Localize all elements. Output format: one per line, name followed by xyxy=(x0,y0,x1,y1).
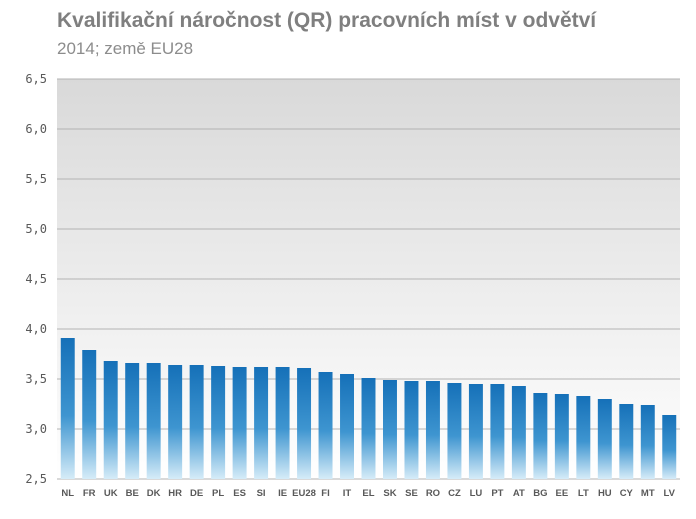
x-tick-label: PT xyxy=(491,488,503,499)
bar-fr xyxy=(82,350,97,479)
bar-dk xyxy=(146,363,161,479)
x-tick-label: MT xyxy=(641,488,655,499)
x-tick-label: EL xyxy=(362,488,374,499)
bar-be xyxy=(125,363,140,479)
x-tick-label: LV xyxy=(664,488,676,499)
bar-hr xyxy=(168,365,183,479)
x-tick-label: SI xyxy=(257,488,266,499)
x-tick-label: NL xyxy=(61,488,74,499)
x-tick-label: CZ xyxy=(448,488,461,499)
x-tick-label: EE xyxy=(556,488,569,499)
bar-ie xyxy=(275,367,290,479)
bars xyxy=(60,338,677,479)
x-tick-label: LT xyxy=(578,488,589,499)
x-tick-label: AT xyxy=(513,488,525,499)
x-tick-label: DK xyxy=(147,488,161,499)
x-tick-label: SK xyxy=(383,488,396,499)
bar-it xyxy=(340,374,354,479)
y-axis-ticks: 2,5 3,0 3,5 4,0 4,5 5,0 5,5 6,0 6,5 xyxy=(25,72,47,486)
bar-lt xyxy=(576,396,591,479)
x-tick-label: BE xyxy=(126,488,139,499)
x-tick-label: BG xyxy=(533,488,547,499)
bar-lu xyxy=(468,384,483,479)
bar-fi xyxy=(318,372,333,479)
bar-nl xyxy=(60,338,75,479)
bar-el xyxy=(361,378,376,479)
bar-mt xyxy=(640,405,655,479)
x-tick-label: RO xyxy=(426,488,440,499)
x-tick-label: HR xyxy=(168,488,182,499)
bar-pl xyxy=(211,366,226,479)
bar-bg xyxy=(533,393,548,479)
x-tick-label: FI xyxy=(321,488,329,499)
bar-ee xyxy=(554,394,569,479)
y-tick-label: 3,0 xyxy=(25,422,47,436)
y-tick-label: 4,5 xyxy=(25,272,47,286)
bar-si xyxy=(254,367,269,479)
bar-uk xyxy=(103,361,118,479)
x-tick-label: FR xyxy=(83,488,96,499)
x-tick-label: UK xyxy=(104,488,118,499)
y-tick-label: 5,5 xyxy=(25,172,47,186)
chart-subtitle: 2014; země EU28 xyxy=(57,39,194,58)
bar-ro xyxy=(425,381,440,479)
x-tick-label: ES xyxy=(233,488,246,499)
bar-sk xyxy=(383,380,397,479)
bar-es xyxy=(232,367,247,479)
y-tick-label: 6,0 xyxy=(25,122,47,136)
x-tick-label: CY xyxy=(620,488,634,499)
bar-pt xyxy=(490,384,505,479)
y-tick-label: 3,5 xyxy=(25,372,47,386)
chart-title: Kvalifikační náročnost (QR) pracovních m… xyxy=(57,9,597,32)
x-tick-label: DE xyxy=(190,488,203,499)
x-tick-label: SE xyxy=(405,488,418,499)
y-tick-label: 4,0 xyxy=(25,322,47,336)
bar-at xyxy=(511,386,526,479)
y-tick-label: 6,5 xyxy=(25,72,47,86)
x-tick-label: IE xyxy=(278,488,287,499)
bar-eu28 xyxy=(297,368,312,479)
x-axis-ticks: NL FR UK BE DK HR DE PL ES SI IE EU28 FI IT EL SK SE RO CZ… xyxy=(61,488,675,499)
x-tick-label: PL xyxy=(212,488,224,499)
y-tick-label: 2,5 xyxy=(25,472,47,486)
x-tick-label: IT xyxy=(343,488,352,499)
bar-hu xyxy=(597,399,612,479)
bar-de xyxy=(189,365,204,479)
bar-cy xyxy=(619,404,634,479)
bar-lv xyxy=(662,415,677,479)
bar-se xyxy=(404,381,419,479)
x-tick-label: LU xyxy=(470,488,483,499)
y-tick-label: 5,0 xyxy=(25,222,47,236)
gridlines xyxy=(57,78,680,480)
x-tick-label: HU xyxy=(598,488,612,499)
bar-cz xyxy=(447,383,462,479)
x-tick-label: EU28 xyxy=(292,488,316,499)
